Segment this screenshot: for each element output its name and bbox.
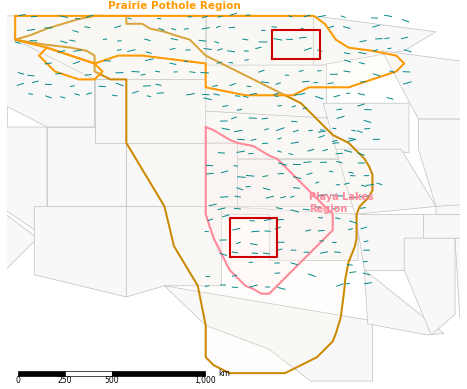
Polygon shape — [0, 60, 7, 127]
Polygon shape — [364, 270, 444, 335]
Polygon shape — [0, 127, 37, 278]
Text: Prairie Pothole Region: Prairie Pothole Region — [107, 1, 241, 11]
Polygon shape — [222, 207, 358, 260]
Text: 250: 250 — [58, 376, 72, 385]
Polygon shape — [0, 16, 1, 63]
Polygon shape — [382, 51, 467, 119]
Text: km: km — [218, 369, 230, 378]
Text: 0: 0 — [16, 376, 21, 385]
Polygon shape — [418, 119, 467, 207]
Polygon shape — [15, 16, 206, 79]
Polygon shape — [34, 207, 127, 297]
Polygon shape — [39, 47, 103, 79]
Bar — [112, 371, 205, 376]
Polygon shape — [436, 198, 467, 214]
Polygon shape — [336, 149, 436, 214]
Polygon shape — [466, 302, 467, 389]
Bar — [65, 371, 112, 376]
Text: 1,000: 1,000 — [194, 376, 216, 385]
Polygon shape — [0, 127, 47, 238]
Polygon shape — [206, 16, 314, 65]
Polygon shape — [237, 159, 355, 207]
Polygon shape — [455, 238, 467, 317]
Polygon shape — [15, 16, 372, 373]
Polygon shape — [206, 65, 326, 119]
Polygon shape — [206, 127, 333, 294]
Polygon shape — [95, 79, 206, 143]
Text: 500: 500 — [105, 376, 119, 385]
Polygon shape — [47, 127, 127, 207]
Polygon shape — [1, 16, 95, 127]
Polygon shape — [206, 111, 344, 159]
Bar — [18, 371, 65, 376]
Polygon shape — [164, 286, 372, 381]
Polygon shape — [314, 16, 436, 65]
Polygon shape — [127, 143, 237, 207]
Polygon shape — [404, 238, 455, 335]
Text: Playa Lakes
Region: Playa Lakes Region — [309, 193, 374, 214]
Polygon shape — [15, 16, 404, 95]
Polygon shape — [355, 214, 428, 270]
Polygon shape — [323, 103, 409, 152]
Polygon shape — [423, 214, 467, 238]
Polygon shape — [127, 207, 222, 297]
